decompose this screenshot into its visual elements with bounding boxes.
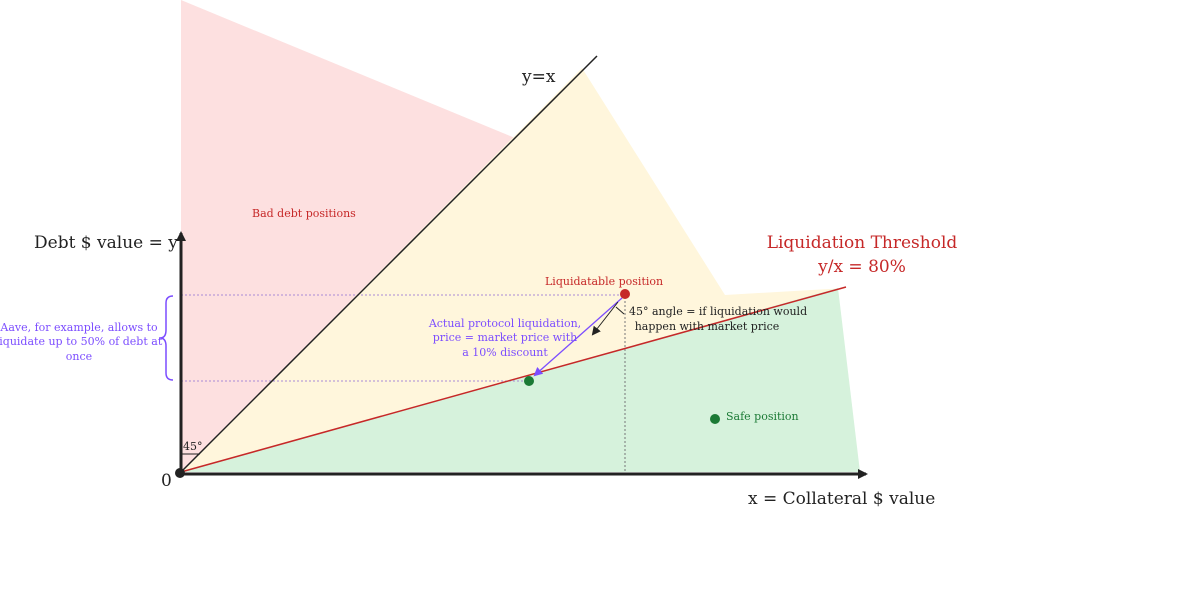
protocol-liquidation-note-line-2: price = market price with [433, 331, 577, 344]
identity-line-label: y=x [521, 67, 556, 87]
liquidatable-region [181, 68, 846, 472]
market-liquidation-note-line-1: 45° angle = if liquidation would [629, 305, 807, 318]
protocol-liquidation-arrow [533, 297, 623, 377]
threshold-ratio-label: y/x = 80% [817, 257, 906, 277]
threshold-title: Liquidation Threshold [767, 233, 958, 253]
safe-region [181, 288, 860, 472]
angle-marker-market [615, 306, 625, 315]
aave-note-line-1: Aave, for example, allows to [0, 321, 158, 334]
market-liquidation-note-line-2: happen with market price [635, 320, 780, 333]
bad-debt-label: Bad debt positions [252, 207, 356, 220]
market-liquidation-arrow [591, 301, 619, 336]
bad-debt-region [181, 0, 515, 472]
protocol-liquidation-note-line-3: a 10% discount [462, 346, 548, 359]
liquidated-position-point [524, 376, 534, 386]
liquidatable-position-point [620, 289, 630, 299]
x-axis-label: x = Collateral $ value [748, 489, 935, 509]
origin-point [175, 468, 185, 478]
protocol-liquidation-note-line-1: Actual protocol liquidation, [428, 317, 581, 330]
identity-line [180, 55, 598, 473]
origin-angle-label: 45° [183, 440, 203, 453]
aave-note-line-3: once [66, 350, 92, 363]
safe-position-label: Safe position [726, 410, 799, 423]
aave-brace [159, 295, 174, 381]
origin-label: 0 [161, 471, 172, 491]
aave-note-line-2: liquidate up to 50% of debt at [0, 335, 163, 348]
safe-position-point [710, 414, 720, 424]
threshold-line [180, 286, 847, 473]
y-axis-label: Debt $ value = y [34, 233, 178, 253]
liquidatable-position-label: Liquidatable position [545, 275, 663, 288]
